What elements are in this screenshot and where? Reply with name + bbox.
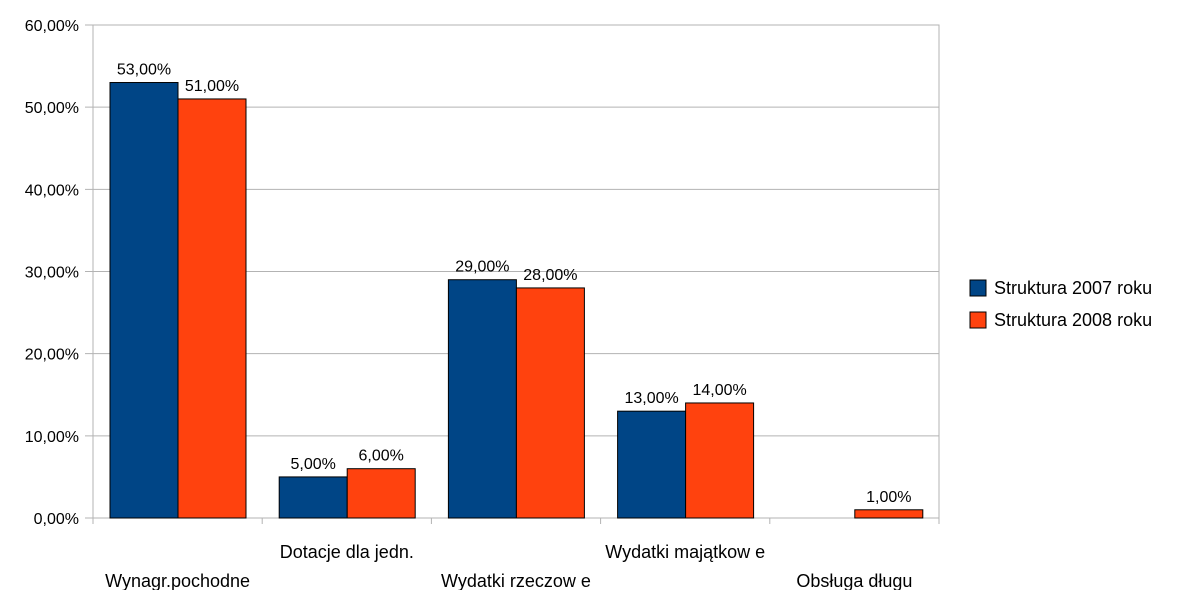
legend-label: Struktura 2007 roku [994,278,1152,298]
data-label: 5,00% [291,456,336,473]
y-tick-label: 50,00% [25,100,79,117]
bar [854,509,924,519]
bar [177,98,247,519]
bar [278,476,348,519]
bar [109,82,179,519]
data-label: 6,00% [359,448,404,465]
y-tick-label: 10,00% [25,429,79,446]
data-label: 1,00% [866,489,911,506]
y-tick-label: 40,00% [25,182,79,199]
data-label: 53,00% [117,62,171,79]
data-label: 13,00% [624,390,678,407]
y-tick-label: 60,00% [25,18,79,35]
bar [617,410,687,519]
x-category-label: Wydatki rzeczow e [441,571,591,590]
x-category-label: Wydatki majątkow e [605,542,765,562]
x-category-label: Obsługa długu [796,571,912,590]
y-tick-label: 30,00% [25,265,79,282]
legend-swatch [969,279,987,297]
y-tick-label: 20,00% [25,347,79,364]
bar [685,402,755,519]
x-category-label: Dotacje dla jedn. [280,542,414,562]
bar [515,287,585,519]
data-label: 28,00% [523,267,577,284]
bar [447,279,517,519]
x-category-label: Wynagr.pochodne [105,571,250,590]
legend-swatch [969,311,987,329]
data-label: 29,00% [455,259,509,276]
legend-label: Struktura 2008 roku [994,310,1152,330]
data-label: 14,00% [692,382,746,399]
data-label: 51,00% [185,78,239,95]
bar [346,468,416,519]
y-tick-label: 0,00% [34,511,79,528]
